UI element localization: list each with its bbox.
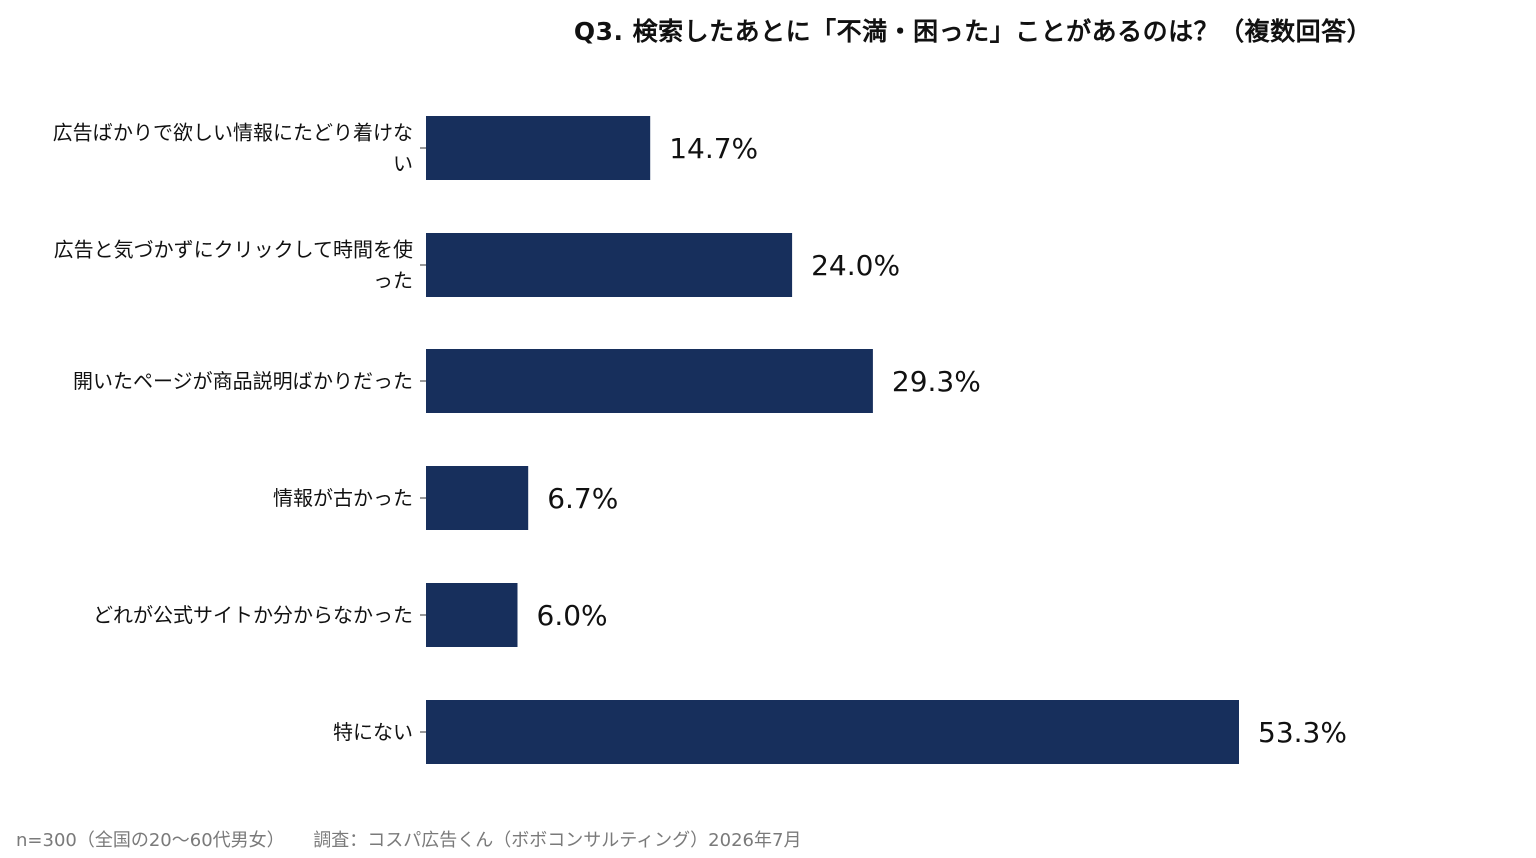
- category-label-line: 開いたページが商品説明ばかりだった: [73, 369, 413, 393]
- bar-5: [426, 700, 1239, 764]
- bar-0: [426, 116, 651, 180]
- category-label-line: 広告と気づかずにクリックして時間を使: [54, 238, 413, 262]
- category-label-line: 広告ばかりで欲しい情報にたどり着けな: [53, 121, 413, 145]
- value-label-5: 53.3%: [1258, 716, 1347, 749]
- chart-title: Q3. 検索したあとに「不満・困った」ことがあるのは？（複数回答）: [573, 17, 1373, 46]
- footnote-source: 調査：コスパ広告くん（ボボコンサルティング）2026年7月: [313, 830, 802, 851]
- bar-2: [426, 349, 873, 413]
- category-label-line: 特にない: [333, 720, 413, 744]
- category-label-0: 広告ばかりで欲しい情報にたどり着けない: [53, 121, 413, 176]
- category-label-3: 情報が古かった: [273, 486, 413, 510]
- value-label-3: 6.7%: [547, 482, 618, 515]
- category-label-line: った: [373, 269, 413, 293]
- value-label-4: 6.0%: [537, 599, 608, 632]
- bar-3: [426, 466, 529, 530]
- category-label-4: どれが公式サイトか分からなかった: [93, 603, 413, 627]
- plot-area: 広告ばかりで欲しい情報にたどり着けない 14.7% 広告と気づかずにクリックして時間…: [53, 116, 1347, 764]
- value-label-0: 14.7%: [669, 132, 758, 165]
- category-label-line: どれが公式サイトか分からなかった: [93, 603, 413, 627]
- bar-4: [426, 583, 518, 647]
- footnote: n=300（全国の20〜60代男女） 調査：コスパ広告くん（ボボコンサルティング…: [16, 826, 801, 852]
- category-label-2: 開いたページが商品説明ばかりだった: [73, 369, 413, 393]
- category-label-5: 特にない: [333, 720, 413, 744]
- category-label-1: 広告と気づかずにクリックして時間を使った: [54, 238, 413, 293]
- value-label-1: 24.0%: [811, 249, 900, 282]
- category-label-line: 情報が古かった: [273, 486, 413, 510]
- footnote-sample: n=300（全国の20〜60代男女）: [16, 830, 285, 851]
- value-label-2: 29.3%: [892, 365, 981, 398]
- category-label-line: い: [393, 152, 413, 176]
- bar-1: [426, 233, 793, 297]
